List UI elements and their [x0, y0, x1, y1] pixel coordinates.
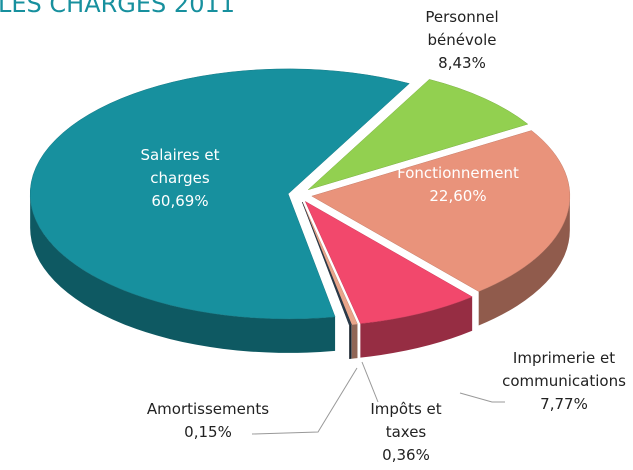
- category-label: Personnel bénévole: [425, 8, 499, 49]
- slice-label: Personnel bénévole 8,43%: [407, 6, 517, 75]
- category-label: Amortissements: [146, 400, 270, 418]
- value-label: 7,77%: [540, 395, 588, 413]
- slice-label: Amortissements 0,15%: [133, 398, 283, 444]
- slice-side: [351, 324, 358, 359]
- slice-side: [349, 324, 352, 359]
- category-label: Fonctionnement: [397, 164, 519, 182]
- slice-label: Impôts et taxes 0,36%: [356, 398, 456, 467]
- slice: [29, 68, 410, 320]
- value-label: 8,43%: [438, 54, 486, 72]
- category-label: Salaires et charges: [140, 146, 220, 187]
- slice-label: Fonctionnement 22,60%: [378, 162, 538, 208]
- slice-side: [360, 296, 473, 358]
- category-label: Imprimerie et communications: [502, 349, 626, 390]
- value-label: 22,60%: [429, 187, 487, 205]
- slice: [304, 200, 473, 324]
- slice: [302, 201, 352, 326]
- slice: [311, 130, 571, 292]
- category-label: Impôts et taxes: [370, 400, 442, 441]
- leader-line: [459, 392, 505, 403]
- slice-side: [30, 193, 336, 353]
- slice: [308, 79, 529, 190]
- value-label: 0,36%: [382, 446, 430, 464]
- slice-label: Salaires et charges 60,69%: [130, 144, 230, 213]
- slice-side: [478, 196, 570, 326]
- value-label: 60,69%: [151, 192, 209, 210]
- slice-label: Imprimerie et communications 7,77%: [494, 347, 633, 416]
- value-label: 0,15%: [184, 423, 232, 441]
- chart-title: LES CHARGES 2011: [0, 0, 235, 18]
- leader-line: [361, 361, 379, 403]
- leader-line: [251, 367, 358, 435]
